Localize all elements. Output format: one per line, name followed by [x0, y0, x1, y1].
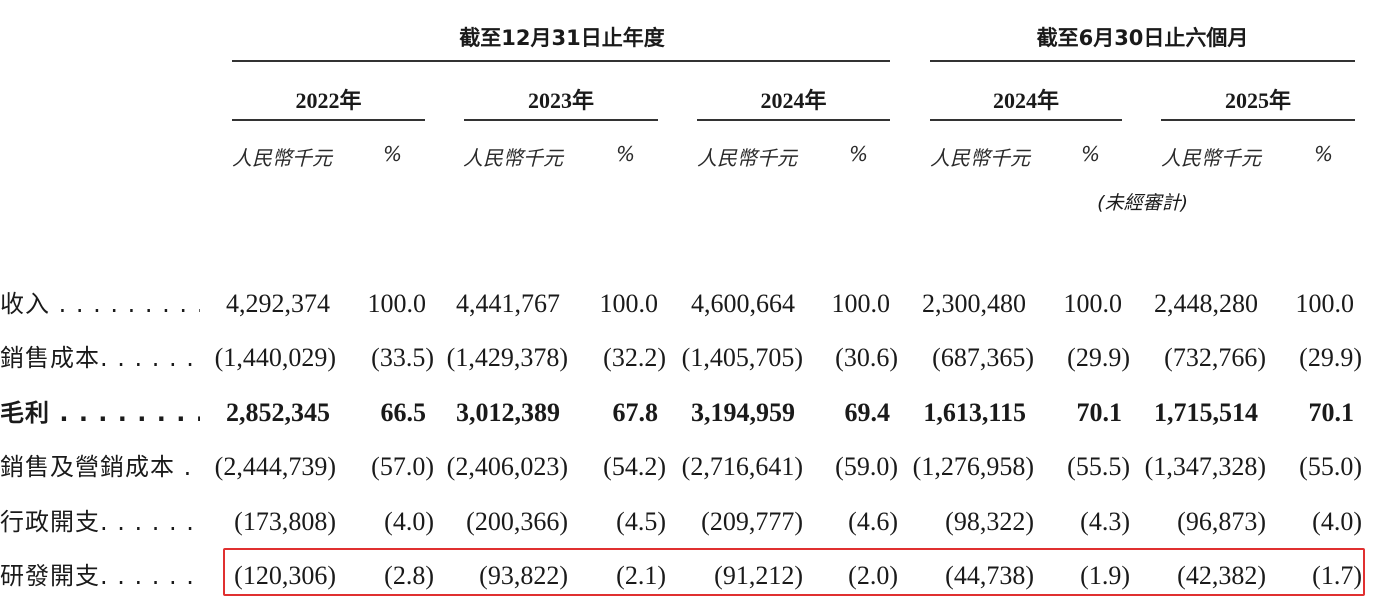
cell-2024h1-amount: 1,613,115	[923, 398, 1026, 427]
cell-2024h1-amount: (98,322)	[945, 507, 1034, 536]
cell-2025h1-amount: 2,448,280	[1154, 289, 1258, 318]
row-label: 行政開支. . . . . . . . .	[0, 508, 200, 536]
cell-2023-amount: (2,406,023)	[446, 452, 568, 481]
cell-2024-pct: (30.6)	[835, 343, 898, 372]
cell-2024-amount: (2,716,641)	[681, 452, 803, 481]
cell-2023-amount: (93,822)	[479, 561, 568, 590]
cell-2022-amount: (1,440,029)	[214, 343, 336, 372]
table-row-research-development: 研發開支. . . . . . . . . (120,306) (2.8) (9…	[0, 556, 1384, 596]
unaudited-note: (未經審計)	[1097, 192, 1188, 214]
year-title-2025-h1: 2025年	[1224, 88, 1291, 113]
cell-2024h1-pct: (4.3)	[1080, 507, 1130, 536]
cell-2022-pct: (33.5)	[371, 343, 434, 372]
row-label: 收入 . . . . . . . . . . . .	[0, 290, 200, 318]
cell-2023-pct: (4.5)	[616, 507, 666, 536]
cell-2025h1-pct: 100.0	[1295, 289, 1355, 318]
cell-2024-pct: 100.0	[831, 289, 891, 318]
cell-2025h1-amount: (732,766)	[1164, 343, 1266, 372]
cell-2022-pct: (57.0)	[371, 452, 434, 481]
cell-2023-amount: (200,366)	[466, 507, 568, 536]
unit-amount-2024-h1: 人民幣千元	[930, 146, 1030, 170]
cell-2023-amount: (1,429,378)	[446, 343, 568, 372]
table-row-gross-profit: 毛利 . . . . . . . . . . . . 2,852,345 66.…	[0, 393, 1384, 433]
cell-2023-pct: 100.0	[599, 289, 659, 318]
cell-2022-pct: (2.8)	[384, 561, 434, 590]
cell-2022-pct: 66.5	[380, 398, 427, 427]
cell-2024-amount: 3,194,959	[691, 398, 795, 427]
cell-2024-pct: 69.4	[844, 398, 891, 427]
cell-2024-pct: (4.6)	[848, 507, 898, 536]
cell-2023-amount: 4,441,767	[456, 289, 560, 318]
unit-pct-2024: %	[848, 142, 868, 166]
cell-2024h1-amount: (44,738)	[945, 561, 1034, 590]
cell-2023-pct: (32.2)	[603, 343, 666, 372]
unit-pct-2023: %	[615, 142, 635, 166]
unit-pct-2022: %	[382, 142, 402, 166]
rule-2023	[464, 119, 658, 121]
cell-2022-amount: 4,292,374	[226, 289, 330, 318]
cell-2025h1-pct: (1.7)	[1312, 561, 1362, 590]
table-row-cost-of-sales: 銷售成本. . . . . . . . . (1,440,029) (33.5)…	[0, 338, 1384, 378]
cell-2024h1-amount: (1,276,958)	[912, 452, 1034, 481]
cell-2024h1-amount: (687,365)	[932, 343, 1034, 372]
table-row-administrative: 行政開支. . . . . . . . . (173,808) (4.0) (2…	[0, 502, 1384, 542]
cell-2024-amount: (209,777)	[701, 507, 803, 536]
table-row-revenue: 收入 . . . . . . . . . . . . 4,292,374 100…	[0, 284, 1384, 324]
group-title-half-year: 截至6月30日止六個月	[1036, 26, 1249, 50]
year-title-2023: 2023年	[527, 88, 594, 113]
rule-2022	[232, 119, 425, 121]
cell-2025h1-amount: (1,347,328)	[1144, 452, 1266, 481]
table-row-selling-marketing: 銷售及營銷成本 . . (2,444,739) (57.0) (2,406,02…	[0, 447, 1384, 487]
cell-2022-amount: (120,306)	[234, 561, 336, 590]
rule-2024	[697, 119, 890, 121]
cell-2024-amount: (1,405,705)	[681, 343, 803, 372]
cell-2024-pct: (59.0)	[835, 452, 898, 481]
cell-2025h1-amount: (42,382)	[1177, 561, 1266, 590]
cell-2025h1-pct: (29.9)	[1299, 343, 1362, 372]
cell-2024h1-amount: 2,300,480	[922, 289, 1026, 318]
year-title-2024: 2024年	[760, 88, 827, 113]
rule-annual	[232, 60, 890, 62]
cell-2023-amount: 3,012,389	[456, 398, 560, 427]
cell-2025h1-amount: (96,873)	[1177, 507, 1266, 536]
cell-2024h1-pct: (1.9)	[1080, 561, 1130, 590]
cell-2024h1-pct: (29.9)	[1067, 343, 1130, 372]
cell-2025h1-pct: (55.0)	[1299, 452, 1362, 481]
year-title-2024-h1: 2024年	[992, 88, 1059, 113]
cell-2022-pct: (4.0)	[384, 507, 434, 536]
unit-pct-2025-h1: %	[1313, 142, 1333, 166]
rule-2024-h1	[930, 119, 1122, 121]
cell-2022-amount: 2,852,345	[226, 398, 330, 427]
unit-pct-2024-h1: %	[1080, 142, 1100, 166]
rule-half-year	[930, 60, 1355, 62]
cell-2023-pct: (2.1)	[616, 561, 666, 590]
cell-2022-amount: (2,444,739)	[214, 452, 336, 481]
year-title-2022: 2022年	[295, 88, 362, 113]
cell-2024h1-pct: 100.0	[1063, 289, 1123, 318]
cell-2024-amount: 4,600,664	[691, 289, 795, 318]
unit-amount-2025-h1: 人民幣千元	[1161, 146, 1261, 170]
group-title-annual: 截至12月31日止年度	[459, 26, 665, 50]
cell-2022-pct: 100.0	[367, 289, 427, 318]
cell-2022-amount: (173,808)	[234, 507, 336, 536]
unit-amount-2024: 人民幣千元	[697, 146, 797, 170]
unit-amount-2023: 人民幣千元	[463, 146, 563, 170]
row-label: 毛利 . . . . . . . . . . . .	[0, 399, 200, 427]
row-label: 研發開支. . . . . . . . .	[0, 562, 200, 590]
cell-2025h1-amount: 1,715,514	[1154, 398, 1258, 427]
cell-2024-pct: (2.0)	[848, 561, 898, 590]
cell-2023-pct: (54.2)	[603, 452, 666, 481]
cell-2024h1-pct: 70.1	[1076, 398, 1123, 427]
unit-amount-2022: 人民幣千元	[232, 146, 332, 170]
highlight-box	[223, 548, 1365, 596]
rule-2025-h1	[1161, 119, 1355, 121]
cell-2025h1-pct: 70.1	[1308, 398, 1355, 427]
row-label: 銷售及營銷成本 . .	[0, 453, 200, 481]
cell-2024h1-pct: (55.5)	[1067, 452, 1130, 481]
cell-2023-pct: 67.8	[612, 398, 659, 427]
row-label: 銷售成本. . . . . . . . .	[0, 344, 200, 372]
cell-2024-amount: (91,212)	[714, 561, 803, 590]
cell-2025h1-pct: (4.0)	[1312, 507, 1362, 536]
